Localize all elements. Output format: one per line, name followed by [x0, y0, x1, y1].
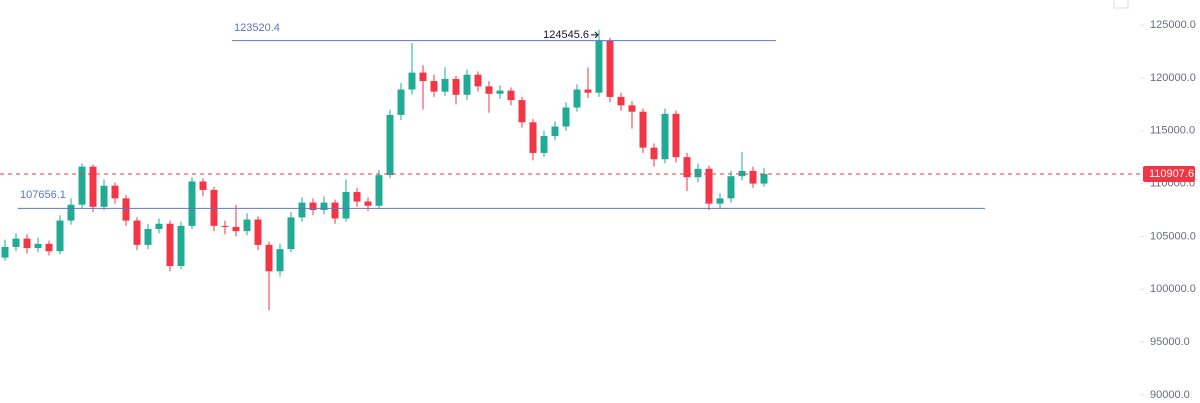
candle-body	[12, 238, 20, 247]
candle-body	[452, 78, 460, 95]
level-label: 107656.1	[20, 189, 66, 201]
candle-body	[133, 220, 141, 245]
candle-body	[177, 225, 185, 267]
candle-body	[738, 170, 746, 177]
y-tick-label: 95000.0	[1150, 336, 1190, 348]
candle-body	[617, 96, 625, 106]
candle-body	[716, 198, 724, 204]
candle-body	[221, 225, 229, 227]
candle-body	[661, 113, 669, 160]
candle-body	[375, 175, 383, 206]
y-tick-label: 105000.0	[1150, 230, 1196, 242]
candle-body	[122, 198, 130, 221]
candle-body	[694, 168, 702, 178]
candle-body	[584, 89, 592, 93]
candle-body	[496, 90, 504, 94]
y-tick-label: 90000.0	[1150, 389, 1190, 401]
candle-body	[78, 166, 86, 205]
candle-body	[23, 238, 31, 249]
candle-body	[408, 72, 416, 90]
candle-body	[155, 223, 163, 230]
candle-body	[463, 74, 471, 95]
y-tick-label: 120000.0	[1150, 72, 1196, 84]
candle-body	[309, 202, 317, 211]
candle-body	[364, 201, 372, 206]
candle-body	[254, 219, 262, 245]
max-label: 124545.6	[543, 29, 589, 41]
y-tick-label: 125000.0	[1150, 19, 1196, 31]
candle-body	[397, 89, 405, 115]
candle-body	[89, 166, 97, 207]
candle-body	[540, 136, 548, 153]
candle-body	[650, 147, 658, 160]
candle-body	[760, 173, 768, 184]
candle-body	[595, 40, 603, 93]
candle-body	[34, 243, 42, 249]
candle-body	[287, 217, 295, 250]
plot	[1, 29, 768, 311]
candle-body	[683, 157, 691, 178]
candle-body	[199, 181, 207, 190]
candle-body	[298, 202, 306, 218]
candle-body	[188, 181, 196, 226]
candle-body	[56, 220, 64, 252]
candle-body	[342, 192, 350, 219]
candle-body	[232, 226, 240, 232]
candle-body	[727, 176, 735, 199]
candle-body	[243, 219, 251, 232]
candle-body	[573, 89, 581, 108]
candle-body	[749, 170, 757, 184]
candle-body	[551, 126, 559, 137]
candle-body	[628, 105, 636, 112]
level-label: 123520.4	[234, 22, 280, 34]
candle-body	[386, 114, 394, 176]
candle-body	[430, 81, 438, 92]
candle-body	[639, 111, 647, 148]
max-arrow	[591, 31, 599, 39]
candle-body	[276, 249, 284, 272]
candle-body	[111, 185, 119, 199]
candle-body	[672, 113, 680, 158]
candle-body	[265, 244, 273, 272]
candle-body	[45, 243, 53, 252]
candle-body	[485, 86, 493, 94]
candle-body	[474, 74, 482, 87]
candle-body	[507, 90, 515, 101]
candle-body	[705, 168, 713, 204]
scale-button[interactable]	[1113, 0, 1129, 9]
candle-body	[441, 78, 449, 92]
candle-body	[100, 185, 108, 207]
candle-body	[320, 202, 328, 211]
candle-body	[606, 40, 614, 97]
candle-body	[166, 223, 174, 267]
candle-body	[562, 107, 570, 127]
candle-body	[331, 202, 339, 219]
candle-body	[144, 229, 152, 245]
y-tick-label: 100000.0	[1150, 283, 1196, 295]
candle-body	[518, 100, 526, 123]
last-price-label: 110907.6	[1149, 168, 1194, 180]
candle-body	[353, 192, 361, 202]
candle-body	[419, 72, 427, 82]
last-price-tag	[1143, 165, 1195, 182]
candle-body	[67, 204, 75, 221]
y-tick-label: 115000.0	[1150, 125, 1195, 137]
candle-body	[1, 247, 9, 258]
candle-body	[529, 122, 537, 153]
